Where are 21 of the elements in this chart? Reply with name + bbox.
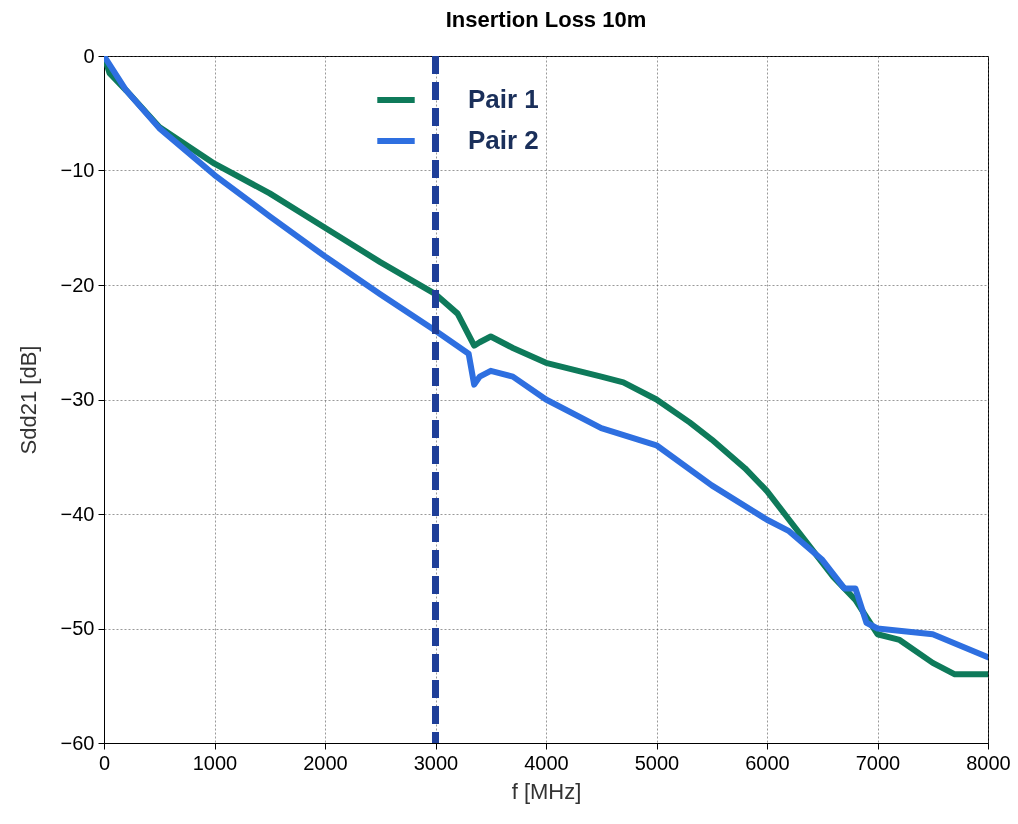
x-axis-title: f [MHz] bbox=[511, 778, 582, 804]
y-tick-label: −10 bbox=[60, 159, 95, 181]
x-tick-label: 2000 bbox=[303, 751, 348, 774]
y-tick-label: −40 bbox=[60, 502, 95, 525]
x-tick-label: 3000 bbox=[413, 751, 459, 774]
x-tick-label: 4000 bbox=[524, 751, 569, 774]
y-axis-title: Sdd21 [dB] bbox=[15, 345, 41, 455]
x-tick-label: 1000 bbox=[192, 751, 238, 774]
legend-label: Pair 1 bbox=[468, 84, 539, 114]
x-tick-label: 8000 bbox=[966, 751, 1011, 774]
x-tick-label: 7000 bbox=[855, 751, 901, 774]
x-tick-label: 5000 bbox=[634, 751, 680, 774]
y-tick-label: 0 bbox=[83, 44, 95, 67]
legend-label: Pair 2 bbox=[468, 125, 539, 155]
y-tick-label: −50 bbox=[60, 617, 95, 639]
y-tick-label: −60 bbox=[60, 731, 95, 754]
y-tick-label: −20 bbox=[60, 273, 95, 296]
x-tick-label: 0 bbox=[98, 751, 111, 774]
y-tick-label: −30 bbox=[60, 388, 95, 410]
x-tick-label: 6000 bbox=[745, 751, 790, 774]
chart-title: Insertion Loss 10m bbox=[445, 7, 647, 32]
